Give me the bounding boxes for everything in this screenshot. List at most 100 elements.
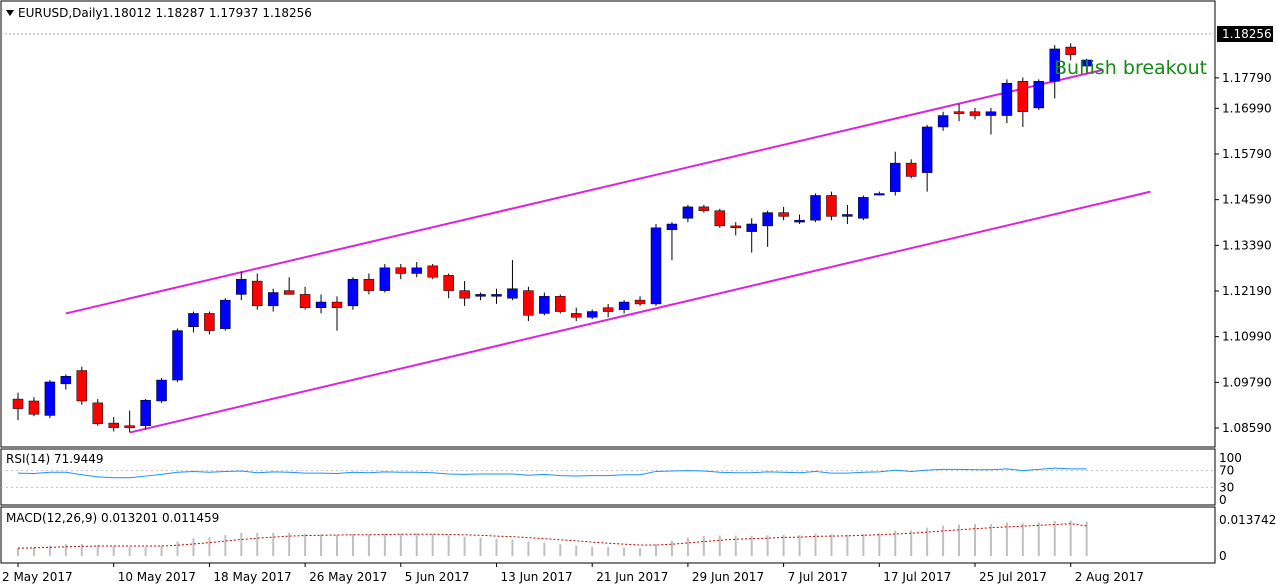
- candle-body: [937, 115, 949, 128]
- macd-histogram-bar: [399, 533, 402, 556]
- candle-body: [905, 162, 917, 177]
- macd-histogram-bar: [702, 535, 705, 556]
- date-tick-label: 25 Jul 2017: [979, 570, 1047, 584]
- macd-histogram-bar: [64, 544, 67, 556]
- candle-body: [140, 399, 151, 426]
- rsi-axis-label: 70: [1219, 464, 1234, 478]
- macd-histogram-bar: [320, 534, 323, 556]
- macd-histogram-bar: [144, 546, 147, 556]
- candle-body: [794, 219, 805, 223]
- candle-body: [1001, 82, 1013, 116]
- macd-histogram-bar: [96, 544, 99, 556]
- price-tick-label: 1.12190: [1222, 284, 1272, 298]
- macd-histogram-bar: [351, 533, 354, 556]
- macd-histogram-bar: [958, 524, 961, 556]
- macd-histogram-bar: [447, 535, 450, 556]
- candle-body: [826, 195, 837, 217]
- last-price-tag: [1217, 26, 1273, 42]
- candle-body: [762, 212, 773, 227]
- candle-body: [12, 398, 24, 409]
- macd-histogram-bar: [128, 547, 131, 556]
- candle-body: [283, 290, 295, 295]
- candle-body: [44, 381, 56, 416]
- candle-body: [252, 280, 263, 307]
- macd-histogram-bar: [639, 548, 642, 556]
- channel-upper-line: [65, 68, 1103, 315]
- candle-body: [523, 290, 534, 316]
- macd-histogram-bar: [383, 533, 386, 556]
- candle-body: [379, 267, 391, 291]
- macd-histogram-bar: [862, 533, 865, 556]
- price-tick-label: 1.16990: [1222, 101, 1272, 115]
- rsi-label: RSI(14) 71.9449: [6, 452, 104, 466]
- candle-body: [395, 267, 407, 274]
- candle-body: [746, 223, 757, 232]
- candle-body: [890, 162, 901, 192]
- last-price-label: 1.18256: [1222, 27, 1272, 41]
- candle-body: [443, 275, 454, 291]
- candle-body: [124, 425, 135, 428]
- price-tick-label: 1.08590: [1222, 421, 1272, 435]
- candle-body: [204, 313, 215, 331]
- macd-histogram-bar: [766, 535, 769, 556]
- candle-body: [60, 375, 72, 385]
- macd-histogram-bar: [288, 532, 291, 556]
- candle-body: [236, 278, 247, 295]
- date-tick-label: 2 Aug 2017: [1075, 570, 1144, 584]
- candle-body: [571, 313, 582, 318]
- macd-histogram-bar: [112, 546, 115, 556]
- candle-body: [1065, 46, 1076, 55]
- candle-body: [459, 290, 470, 299]
- price-tick-label: 1.15790: [1222, 147, 1272, 161]
- candle-body: [858, 197, 869, 219]
- macd-histogram-bar: [240, 532, 243, 556]
- rsi-pane-frame: [0, 448, 1216, 506]
- macd-histogram-bar: [926, 527, 929, 556]
- candle-body: [602, 307, 614, 312]
- date-tick-label: 26 May 2017: [309, 570, 387, 584]
- rsi-axis-label: 100: [1219, 451, 1242, 465]
- macd-histogram-bar: [1037, 522, 1040, 556]
- macd-histogram-bar: [336, 535, 338, 556]
- candle-body: [921, 126, 933, 173]
- rsi-axis-label: 0: [1219, 493, 1227, 507]
- macd-histogram-bar: [655, 544, 657, 556]
- macd-histogram-bar: [989, 524, 992, 556]
- date-tick-label: 29 Jun 2017: [692, 570, 764, 584]
- macd-histogram-bar: [798, 535, 801, 556]
- chart-menu-triangle-icon[interactable]: [6, 10, 14, 16]
- macd-histogram-bar: [575, 545, 578, 556]
- macd-histogram-bar: [431, 533, 434, 556]
- date-tick-label: 13 Jun 2017: [501, 570, 573, 584]
- macd-axis-label: 0.013742: [1219, 513, 1276, 527]
- macd-histogram-bar: [974, 524, 976, 556]
- date-tick-label: 5 Jun 2017: [405, 570, 470, 584]
- candle-body: [28, 400, 40, 415]
- candle-body: [331, 301, 343, 308]
- price-tick-label: 1.13390: [1222, 238, 1272, 252]
- symbol-header: EURUSD,Daily: [18, 6, 103, 20]
- price-tick-label: 1.14590: [1222, 193, 1272, 207]
- macd-histogram-bar: [942, 525, 945, 556]
- macd-histogram-bar: [1085, 521, 1088, 556]
- macd-histogram-bar: [910, 530, 913, 556]
- candle-body: [555, 296, 566, 312]
- candle-body: [347, 278, 359, 307]
- macd-histogram-bar: [830, 534, 833, 556]
- macd-histogram-bar: [878, 533, 881, 556]
- macd-histogram-bar: [495, 538, 498, 556]
- macd-histogram-bar: [623, 547, 626, 556]
- candle-body: [985, 111, 997, 116]
- price-tick-label: 1.09790: [1222, 375, 1272, 389]
- channel-lower-line: [129, 190, 1151, 434]
- macd-histogram-bar: [543, 542, 546, 556]
- macd-histogram-bar: [32, 547, 35, 556]
- macd-histogram-bar: [1021, 523, 1024, 556]
- macd-histogram-bar: [527, 541, 530, 556]
- macd-histogram-bar: [750, 535, 753, 556]
- macd-histogram-bar: [782, 535, 785, 556]
- price-tick-label: 1.10990: [1222, 330, 1272, 344]
- candle-body: [730, 225, 741, 229]
- macd-indicator: 0.013742 0: [17, 513, 1276, 563]
- candle-body: [539, 296, 550, 314]
